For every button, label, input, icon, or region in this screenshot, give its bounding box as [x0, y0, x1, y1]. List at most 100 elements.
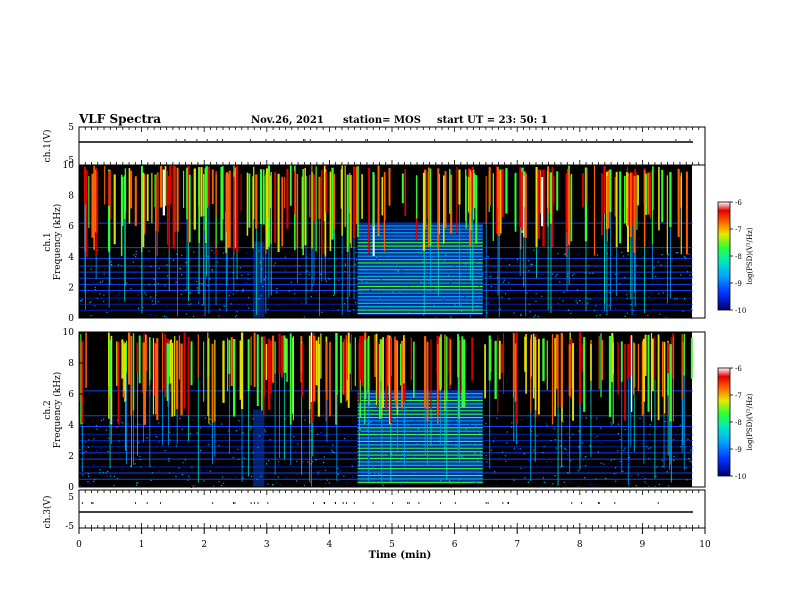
noise-speck	[331, 451, 334, 453]
noise-speck	[181, 473, 184, 476]
noise-speck	[242, 288, 244, 291]
noise-speck	[221, 476, 224, 478]
noise-speck	[259, 478, 261, 481]
noise-speck	[331, 449, 333, 451]
noise-speck	[551, 273, 554, 275]
noise-speck	[261, 268, 263, 270]
noise-speck	[515, 451, 517, 454]
noise-speck	[527, 481, 529, 483]
noise-speck	[488, 264, 490, 267]
noise-speck	[377, 433, 379, 435]
noise-speck	[401, 281, 403, 283]
noise-speck	[264, 429, 266, 431]
noise-speck	[247, 296, 250, 299]
noise-speck	[344, 264, 347, 266]
noise-speck	[511, 422, 513, 424]
noise-speck	[169, 472, 171, 474]
noise-speck	[197, 292, 199, 294]
noise-speck	[480, 305, 482, 307]
noise-speck	[473, 452, 476, 455]
noise-speck	[379, 297, 381, 299]
noise-speck	[529, 311, 531, 313]
noise-speck	[169, 263, 171, 265]
noise-speck	[673, 459, 675, 462]
noise-speck	[87, 446, 89, 448]
noise-speck	[633, 309, 635, 312]
noise-speck	[559, 281, 561, 283]
noise-speck	[494, 471, 496, 473]
noise-speck	[435, 290, 437, 292]
noise-speck	[584, 272, 587, 274]
noise-speck	[585, 296, 587, 299]
noise-speck	[691, 445, 693, 447]
noise-speck	[258, 250, 260, 252]
noise-speck	[333, 268, 335, 270]
noise-speck	[149, 313, 151, 316]
noise-speck	[490, 288, 493, 290]
noise-speck	[528, 260, 530, 262]
noise-speck	[554, 426, 556, 428]
noise-speck	[201, 304, 203, 306]
noise-speck	[546, 461, 548, 463]
noise-speck	[615, 473, 617, 475]
noise-speck	[192, 315, 195, 317]
noise-speck	[346, 482, 348, 484]
noise-speck	[380, 279, 382, 281]
noise-speck	[190, 303, 192, 305]
noise-speck	[313, 444, 315, 447]
noise-speck	[107, 279, 109, 281]
noise-speck	[238, 420, 240, 422]
noise-speck	[247, 278, 249, 280]
noise-speck	[504, 293, 507, 295]
noise-speck	[178, 467, 180, 469]
noise-speck	[438, 269, 440, 272]
noise-speck	[250, 475, 252, 478]
noise-speck	[560, 466, 562, 468]
noise-speck	[520, 313, 522, 315]
noise-speck	[615, 256, 617, 258]
noise-speck	[365, 269, 367, 271]
noise-speck	[445, 254, 447, 256]
noise-speck	[606, 312, 608, 314]
noise-speck	[627, 461, 630, 464]
noise-speck	[479, 455, 482, 457]
noise-speck	[419, 309, 422, 312]
noise-speck	[206, 469, 208, 471]
noise-speck	[220, 484, 223, 487]
noise-speck	[686, 479, 688, 481]
noise-speck	[218, 444, 220, 447]
noise-speck	[294, 450, 297, 452]
noise-speck	[589, 272, 591, 274]
noise-speck	[210, 423, 212, 425]
noise-speck	[417, 306, 419, 308]
noise-speck	[254, 461, 256, 463]
noise-speck	[232, 456, 234, 459]
noise-speck	[220, 282, 222, 284]
noise-speck	[211, 249, 213, 252]
noise-speck	[530, 263, 532, 265]
noise-speck	[187, 479, 189, 481]
noise-speck	[435, 287, 437, 289]
noise-speck	[496, 485, 498, 487]
noise-speck	[79, 449, 81, 451]
noise-speck	[95, 425, 98, 427]
noise-speck	[635, 485, 637, 487]
noise-speck	[376, 259, 378, 262]
noise-speck	[626, 312, 628, 314]
noise-speck	[276, 482, 278, 484]
noise-speck	[567, 273, 569, 275]
noise-speck	[136, 482, 138, 484]
noise-speck	[189, 292, 191, 294]
noise-speck	[569, 436, 571, 439]
noise-speck	[401, 268, 403, 270]
noise-speck	[216, 261, 219, 263]
noise-speck	[187, 303, 190, 305]
noise-speck	[140, 266, 142, 268]
noise-speck	[138, 291, 140, 293]
noise-speck	[324, 434, 326, 437]
noise-speck	[627, 254, 629, 256]
ch2-colorbar	[717, 367, 731, 477]
noise-speck	[345, 254, 347, 256]
noise-speck	[106, 311, 108, 314]
noise-speck	[628, 456, 630, 459]
